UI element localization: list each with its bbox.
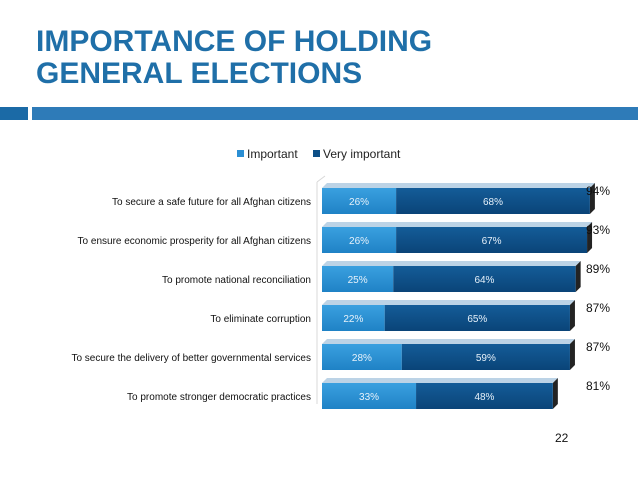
data-label-important: 25% [348,275,368,286]
legend-label-very-important: Very important [323,147,401,161]
accent-square [0,107,28,120]
bar-side-face [569,339,575,370]
bar-very-important [396,188,590,214]
bar-important [322,266,394,292]
bar-side-face [589,183,595,214]
category-label: To ensure economic prosperity for all Af… [78,236,311,247]
bar-side-face [575,261,581,292]
chart-legend: Important Very important [237,147,401,161]
data-label-very-important: 64% [474,275,494,286]
bar-top-face [322,183,595,188]
category-label: To secure a safe future for all Afghan c… [112,197,311,208]
total-label: 89% [586,262,610,276]
total-label: 93% [586,223,610,237]
chart-bars: 26% 68% To secure a safe future for all Af… [71,183,610,409]
title-line-1: IMPORTANCE OF HOLDING [36,25,433,58]
total-label: 81% [586,379,610,393]
category-label: To secure the delivery of better governm… [71,353,311,364]
bar-top-face [322,300,575,305]
bar-important [322,188,397,214]
data-label-very-important: 68% [483,197,503,208]
bar-important [322,383,417,409]
bar-very-important [401,344,570,370]
chart-frame [316,175,326,404]
accent-bar [32,107,638,120]
bar-top-face [322,339,575,344]
bar-top-face [322,222,593,227]
bar-side-face [552,378,558,409]
legend-swatch-important [237,150,244,157]
bar-very-important [396,227,588,253]
data-label-important: 26% [349,236,369,247]
data-label-very-important: 65% [467,314,487,325]
slide-number: 22 [555,431,569,445]
category-label: To eliminate corruption [210,314,311,325]
data-label-important: 26% [349,197,369,208]
bar-important [322,227,397,253]
data-label-important: 33% [359,392,379,403]
total-label: 94% [586,184,610,198]
total-label: 87% [586,301,610,315]
bar-important [322,305,385,331]
legend-swatch-very-important [313,150,320,157]
data-label-very-important: 67% [482,236,502,247]
bar-side-face [569,300,575,331]
bar-very-important [393,266,576,292]
title-line-2: GENERAL ELECTIONS [36,57,363,90]
category-label: To promote national reconciliation [162,275,311,286]
data-label-important: 28% [352,353,372,364]
category-label: To promote stronger democratic practices [127,392,311,403]
data-label-important: 22% [343,314,363,325]
bar-important [322,344,402,370]
bar-top-face [322,378,558,383]
legend-label-important: Important [247,147,298,161]
bar-side-face [587,222,593,253]
page-title: IMPORTANCE OF HOLDING GENERAL ELECTIONS [36,26,556,90]
bar-top-face [322,261,581,266]
bar-very-important [416,383,553,409]
data-label-very-important: 48% [474,392,494,403]
bar-very-important [384,305,570,331]
total-label: 87% [586,340,610,354]
data-label-very-important: 59% [476,353,496,364]
